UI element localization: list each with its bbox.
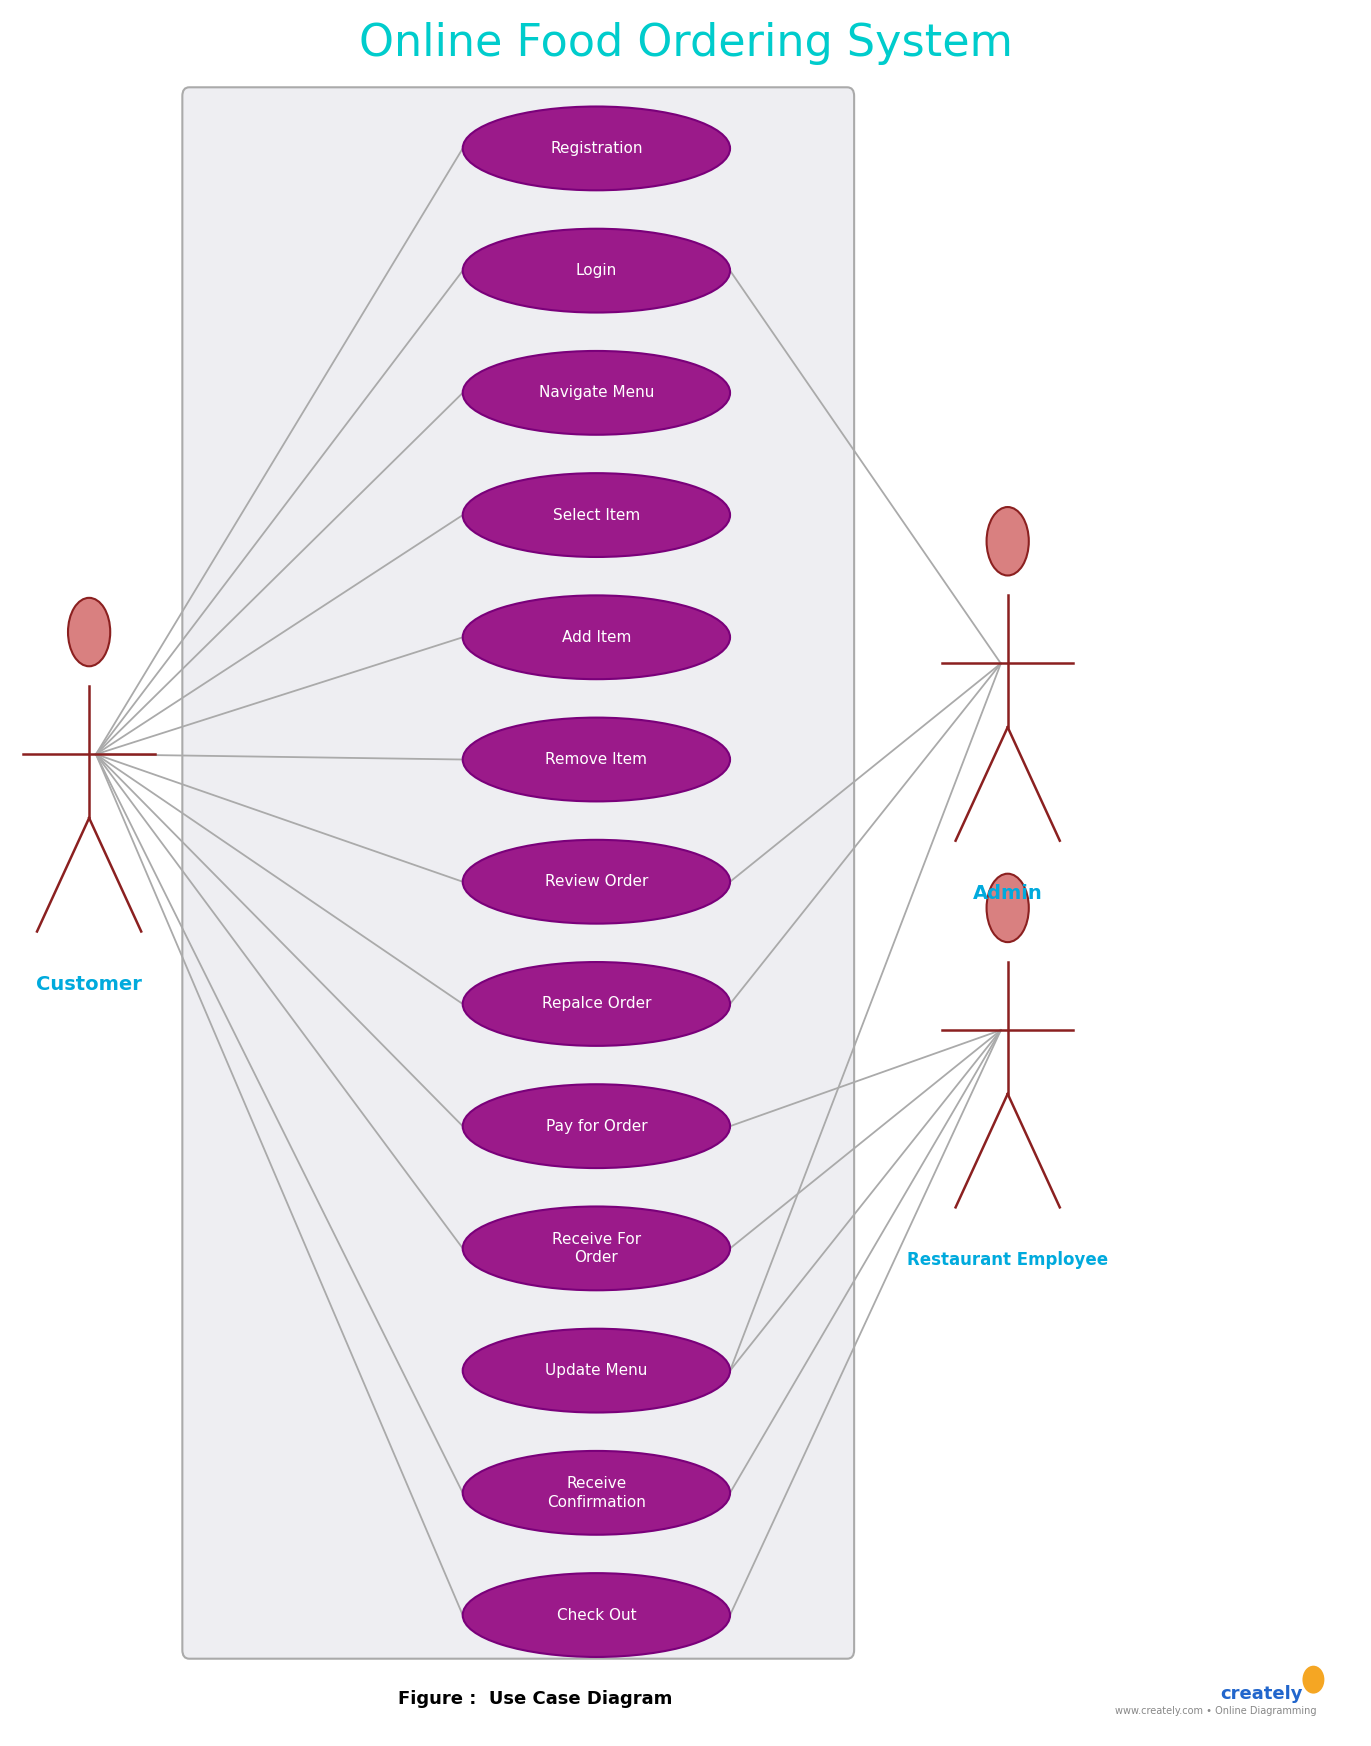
Text: Select Item: Select Item <box>553 508 640 522</box>
Text: Receive
Confirmation: Receive Confirmation <box>547 1475 646 1510</box>
Text: Customer: Customer <box>36 974 143 993</box>
Text: Login: Login <box>576 264 617 278</box>
FancyBboxPatch shape <box>182 87 854 1659</box>
Text: Navigate Menu: Navigate Menu <box>539 386 654 400</box>
Text: Remove Item: Remove Item <box>546 753 647 766</box>
Text: Online Food Ordering System: Online Food Ordering System <box>359 23 1012 65</box>
Text: Registration: Registration <box>550 141 643 155</box>
Ellipse shape <box>462 351 729 435</box>
Text: Add Item: Add Item <box>562 630 631 644</box>
Text: www.creately.com • Online Diagramming: www.creately.com • Online Diagramming <box>1115 1706 1316 1716</box>
Ellipse shape <box>462 229 729 313</box>
Text: Receive For
Order: Receive For Order <box>551 1231 642 1266</box>
Ellipse shape <box>462 1451 729 1535</box>
Ellipse shape <box>987 873 1028 943</box>
Text: Admin: Admin <box>973 885 1042 903</box>
Ellipse shape <box>462 1573 729 1657</box>
Ellipse shape <box>462 1084 729 1168</box>
Text: Figure :  Use Case Diagram: Figure : Use Case Diagram <box>398 1690 672 1708</box>
Ellipse shape <box>462 473 729 557</box>
Ellipse shape <box>462 1329 729 1413</box>
Text: Update Menu: Update Menu <box>546 1364 647 1378</box>
Ellipse shape <box>987 506 1028 576</box>
Text: Review Order: Review Order <box>544 875 648 889</box>
Text: Restaurant Employee: Restaurant Employee <box>908 1250 1108 1269</box>
Ellipse shape <box>462 595 729 679</box>
Ellipse shape <box>462 107 729 190</box>
Text: Repalce Order: Repalce Order <box>542 997 651 1011</box>
Circle shape <box>1302 1666 1324 1694</box>
Ellipse shape <box>462 718 729 801</box>
Text: Check Out: Check Out <box>557 1608 636 1622</box>
Ellipse shape <box>462 962 729 1046</box>
Ellipse shape <box>462 840 729 924</box>
Ellipse shape <box>69 597 110 667</box>
Text: Pay for Order: Pay for Order <box>546 1119 647 1133</box>
Text: creately: creately <box>1220 1685 1302 1702</box>
Ellipse shape <box>462 1206 729 1290</box>
